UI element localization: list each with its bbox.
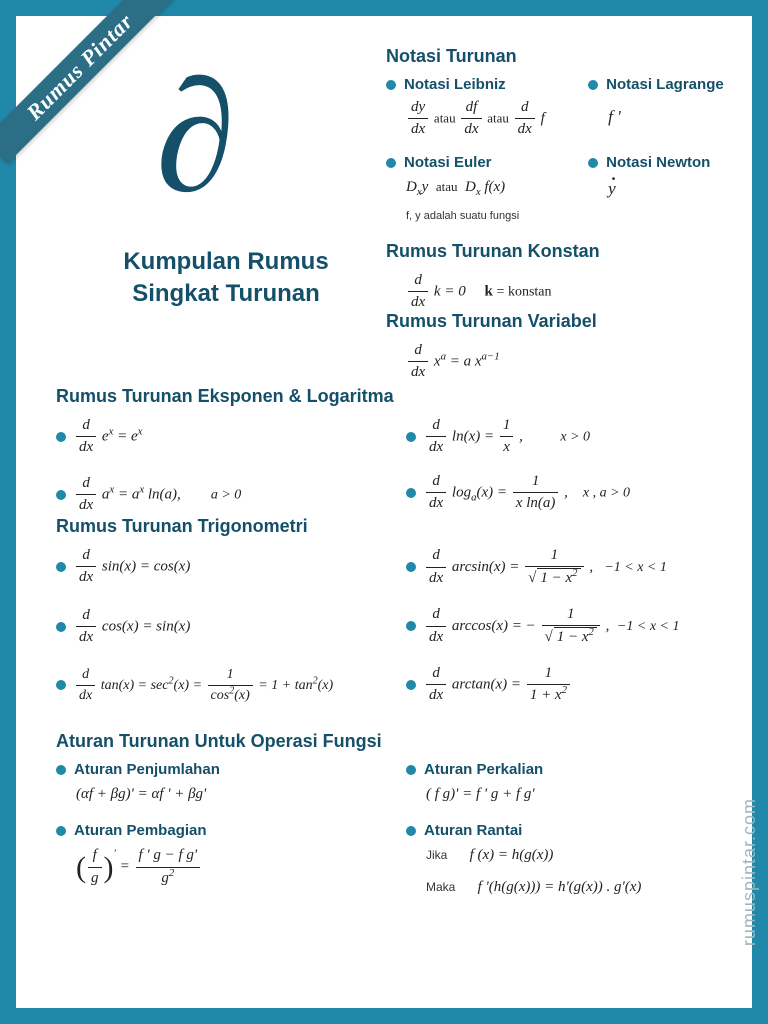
explog-ex: ddx ex = ex: [74, 416, 142, 458]
rule-quot-label: Aturan Pembagian: [74, 822, 207, 840]
notasi-newton-label: Notasi Newton: [606, 154, 710, 172]
notasi-footnote: f, y adalah suatu fungsi: [386, 210, 736, 223]
variabel-title: Rumus Turunan Variabel: [386, 311, 736, 333]
section-notasi: Notasi Turunan Notasi Leibniz dydx atau …: [386, 46, 736, 223]
trig-sin: ddx sin(x) = cos(x): [74, 546, 190, 588]
trig-arctan: ddx arctan(x) = 11 + x2: [424, 664, 572, 706]
rule-chain-label: Aturan Rantai: [424, 822, 522, 840]
page-title-l2: Singkat Turunan: [132, 280, 320, 307]
page: Rumus Pintar ∂ Kumpulan Rumus Singkat Tu…: [16, 16, 752, 1008]
section-rules: Aturan Turunan Untuk Operasi Fungsi Atur…: [56, 731, 736, 897]
rule-chain-then: Maka f '(h(g(x))) = h'(g(x)) . g'(x): [426, 878, 736, 898]
trig-cos: ddx cos(x) = sin(x): [74, 606, 190, 648]
notasi-title: Notasi Turunan: [386, 46, 736, 68]
section-konstan: Rumus Turunan Konstan ddx k = 0 k = kons…: [386, 241, 736, 313]
variabel-formula: ddx xa = a xa−1: [386, 341, 736, 383]
explog-ax: ddx ax = ax ln(a), a > 0: [74, 474, 241, 516]
section-explog: Rumus Turunan Eksponen & Logaritma ddx e…: [56, 386, 736, 516]
konstan-formula: ddx k = 0 k = konstan: [386, 271, 736, 313]
rule-chain-if: Jika f (x) = h(g(x)): [426, 846, 736, 866]
rule-quot-formula: (fg)′ = f ' g − f g'g2: [56, 846, 386, 888]
page-title-l1: Kumpulan Rumus: [123, 248, 328, 275]
explog-logax: ddx loga(x) = 1x ln(a) , x , a > 0: [424, 472, 630, 514]
partial-symbol: ∂: [156, 56, 235, 216]
watermark: rumuspintar.com: [740, 798, 758, 946]
rule-prod-label: Aturan Perkalian: [424, 761, 543, 779]
brand-ribbon: Rumus Pintar: [0, 0, 177, 164]
section-trig: Rumus Turunan Trigonometri ddx sin(x) = …: [56, 516, 736, 706]
trig-arccos: ddx arccos(x) = − 1√1 − x2 , −1 < x < 1: [424, 605, 679, 648]
page-title: Kumpulan Rumus Singkat Turunan: [66, 246, 386, 311]
notasi-leibniz-formula: dydx atau dfdx atau ddx f: [386, 98, 578, 140]
rules-title: Aturan Turunan Untuk Operasi Fungsi: [56, 731, 736, 753]
trig-tan: ddx tan(x) = sec2(x) = 1cos2(x) = 1 + ta…: [74, 666, 333, 705]
explog-lnx: ddx ln(x) = 1x , x > 0: [424, 416, 590, 458]
explog-title: Rumus Turunan Eksponen & Logaritma: [56, 386, 736, 408]
notasi-euler-label: Notasi Euler: [404, 154, 492, 172]
trig-title: Rumus Turunan Trigonometri: [56, 516, 736, 538]
rule-sum-label: Aturan Penjumlahan: [74, 761, 220, 779]
notasi-newton-formula: y: [588, 178, 736, 200]
konstan-title: Rumus Turunan Konstan: [386, 241, 736, 263]
rule-sum-formula: (αf + βg)' = αf ' + βg': [56, 785, 386, 805]
section-variabel: Rumus Turunan Variabel ddx xa = a xa−1: [386, 311, 736, 383]
notasi-lagrange-label: Notasi Lagrange: [606, 76, 724, 94]
rule-prod-formula: ( f g)' = f ' g + f g': [406, 785, 736, 805]
notasi-leibniz-label: Notasi Leibniz: [404, 76, 506, 94]
trig-arcsin: ddx arcsin(x) = 1√1 − x2 , −1 < x < 1: [424, 546, 667, 589]
notasi-lagrange-formula: f ': [588, 106, 736, 128]
notasi-euler-formula: Dxy atau Dx f(x): [386, 178, 578, 198]
